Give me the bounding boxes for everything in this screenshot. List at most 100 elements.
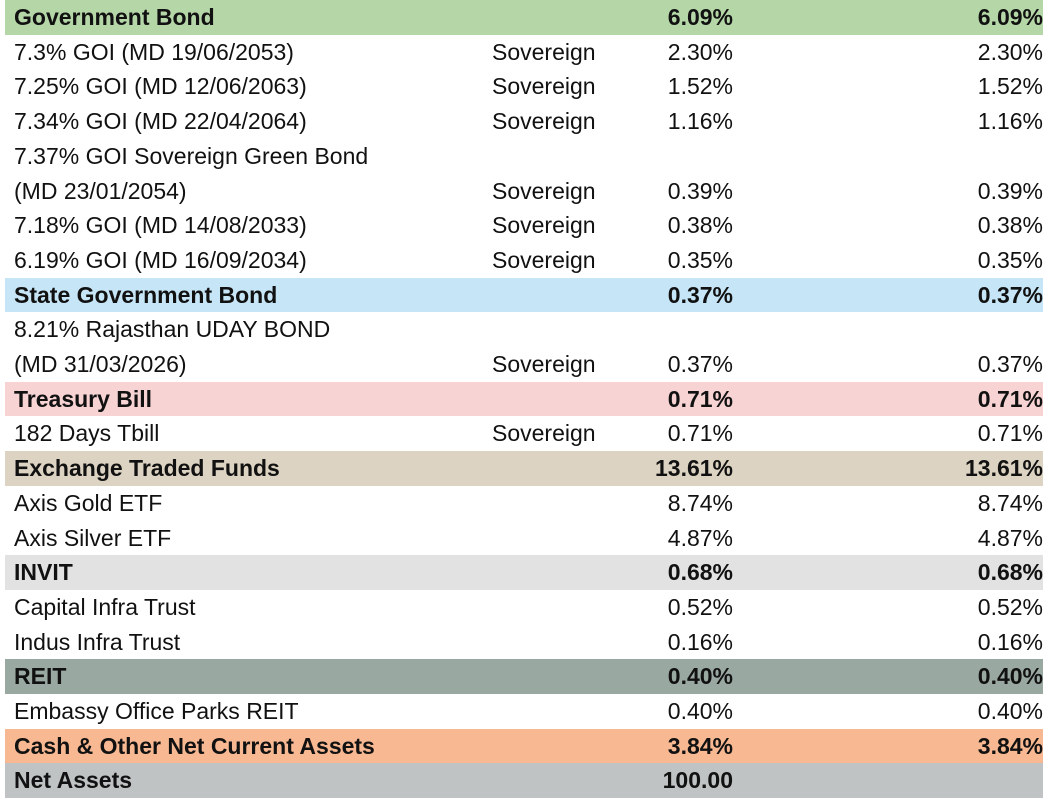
holdings-table-body: Government Bond 6.09% 6.09% 7.3% GOI (MD 19… xyxy=(5,0,1043,799)
allocation-percent: 0.35% xyxy=(667,246,733,273)
allocation-percent-total: 0.39% xyxy=(977,177,1043,204)
allocation-percent-total: 13.61% xyxy=(964,455,1043,482)
allocation-percent-total: 3.84% xyxy=(977,732,1043,759)
rating-cell xyxy=(483,521,621,556)
holding-name: 8.21% Rajasthan UDAY BOND xyxy=(14,316,331,343)
allocation-percent-total: 1.52% xyxy=(977,73,1043,100)
allocation-percent-total xyxy=(733,139,1043,174)
allocation-percent-total: 1.16% xyxy=(977,108,1043,135)
rating-cell: Sovereign xyxy=(492,351,596,378)
allocation-percent: 0.71% xyxy=(667,385,733,412)
holding-name: (MD 23/01/2054) xyxy=(14,177,187,204)
holding-name: (MD 31/03/2026) xyxy=(14,351,187,378)
holding-name: Government Bond xyxy=(14,4,215,30)
rating-cell xyxy=(483,486,621,521)
allocation-percent-total: 0.68% xyxy=(977,559,1043,586)
category-row: INVIT 0.68% 0.68% xyxy=(5,555,1043,590)
allocation-percent: 0.71% xyxy=(667,420,733,447)
holding-name: 7.18% GOI (MD 14/08/2033) xyxy=(14,212,307,239)
rating-cell xyxy=(483,694,621,729)
allocation-percent: 0.39% xyxy=(667,177,733,204)
allocation-percent: 0.37% xyxy=(667,281,733,308)
holding-name: Axis Gold ETF xyxy=(14,489,163,516)
rating-cell xyxy=(483,590,621,625)
holding-name: 7.37% GOI Sovereign Green Bond xyxy=(14,142,369,169)
rating-cell: Sovereign xyxy=(492,212,596,239)
holding-row: 7.18% GOI (MD 14/08/2033) Sovereign 0.38% 0… xyxy=(5,208,1043,243)
holding-name: Axis Silver ETF xyxy=(14,524,172,551)
holding-name: 7.3% GOI (MD 19/06/2053) xyxy=(14,38,294,65)
allocation-percent: 1.52% xyxy=(667,73,733,100)
holding-row: Embassy Office Parks REIT 0.40% 0.40% xyxy=(5,694,1043,729)
holding-row: Axis Silver ETF 4.87% 4.87% xyxy=(5,521,1043,556)
holding-name: REIT xyxy=(14,663,67,690)
category-row: Exchange Traded Funds 13.61% 13.61% xyxy=(5,451,1043,486)
rating-cell xyxy=(483,555,621,590)
rating-cell xyxy=(483,278,621,313)
allocation-percent: 1.16% xyxy=(667,108,733,135)
holding-row: 7.3% GOI (MD 19/06/2053) Sovereign 2.30% 2.… xyxy=(5,35,1043,70)
holding-name: Embassy Office Parks REIT xyxy=(14,698,299,725)
allocation-percent: 3.84% xyxy=(667,732,733,759)
rating-cell: Sovereign xyxy=(492,108,596,135)
holding-row: Axis Gold ETF 8.74% 8.74% xyxy=(5,486,1043,521)
holding-name: Cash & Other Net Current Assets xyxy=(14,732,375,759)
holding-name: 6.19% GOI (MD 16/09/2034) xyxy=(14,246,307,273)
holding-name: Treasury Bill xyxy=(14,385,153,412)
allocation-percent: 0.37% xyxy=(667,351,733,378)
holding-row: (MD 31/03/2026) Sovereign 0.37% 0.37% xyxy=(5,347,1043,382)
holding-name: State Government Bond xyxy=(14,281,278,308)
category-row: REIT 0.40% 0.40% xyxy=(5,659,1043,695)
rating-cell xyxy=(483,139,621,174)
allocation-percent: 13.61% xyxy=(654,455,733,482)
rating-cell xyxy=(483,451,621,486)
category-row: Cash & Other Net Current Assets 3.84% 3.84… xyxy=(5,728,1043,764)
allocation-percent: 0.40% xyxy=(667,698,733,725)
category-row: Treasury Bill 0.71% 0.71% xyxy=(5,381,1043,417)
allocation-percent: 0.68% xyxy=(667,559,733,586)
allocation-percent-total: 2.30% xyxy=(977,38,1043,65)
holding-name: 7.34% GOI (MD 22/04/2064) xyxy=(14,108,307,135)
allocation-percent-total: 4.87% xyxy=(977,524,1043,551)
holding-row: 8.21% Rajasthan UDAY BOND xyxy=(5,312,1043,347)
allocation-percent-total: 0.38% xyxy=(977,212,1043,239)
rating-cell: Sovereign xyxy=(492,177,596,204)
rating-cell: Sovereign xyxy=(492,38,596,65)
rating-cell xyxy=(483,729,621,764)
allocation-percent: 2.30% xyxy=(667,38,733,65)
holding-row: 7.25% GOI (MD 12/06/2063) Sovereign 1.52% 1… xyxy=(5,69,1043,104)
holding-row: Capital Infra Trust 0.52% 0.52% xyxy=(5,590,1043,625)
rating-cell: Sovereign xyxy=(492,420,596,447)
holding-name: Exchange Traded Funds xyxy=(14,455,280,482)
rating-cell xyxy=(483,382,621,417)
holding-name: Net Assets xyxy=(14,767,133,794)
rating-cell xyxy=(483,659,621,694)
allocation-percent: 0.38% xyxy=(667,212,733,239)
allocation-percent: 0.40% xyxy=(667,663,733,690)
holding-row: 7.37% GOI Sovereign Green Bond xyxy=(5,139,1043,174)
holding-name: Capital Infra Trust xyxy=(14,593,196,620)
allocation-percent: 0.16% xyxy=(667,628,733,655)
rating-cell xyxy=(483,312,621,347)
allocation-percent-total: 8.74% xyxy=(977,489,1043,516)
holding-name: Indus Infra Trust xyxy=(14,628,181,655)
holding-name: 7.25% GOI (MD 12/06/2063) xyxy=(14,73,307,100)
allocation-percent-total: 0.35% xyxy=(977,246,1043,273)
rating-cell: Sovereign xyxy=(492,246,596,273)
rating-cell xyxy=(483,625,621,660)
holding-row: Indus Infra Trust 0.16% 0.16% xyxy=(5,625,1043,660)
rating-cell: Sovereign xyxy=(492,73,596,100)
allocation-percent xyxy=(621,312,733,347)
allocation-percent-total: 0.40% xyxy=(977,663,1043,690)
allocation-percent: 4.87% xyxy=(667,524,733,551)
category-row: State Government Bond 0.37% 0.37% xyxy=(5,277,1043,313)
allocation-percent: 8.74% xyxy=(667,489,733,516)
allocation-percent-total: 0.37% xyxy=(977,281,1043,308)
holding-row: 7.34% GOI (MD 22/04/2064) Sovereign 1.16% 1… xyxy=(5,104,1043,139)
allocation-percent: 100.00 xyxy=(662,767,733,794)
allocation-percent xyxy=(621,139,733,174)
category-row: Government Bond 6.09% 6.09% xyxy=(5,0,1043,35)
holding-name: INVIT xyxy=(14,559,73,586)
category-row: Net Assets 100.00 xyxy=(5,763,1043,799)
allocation-percent-total: 6.09% xyxy=(977,4,1043,30)
